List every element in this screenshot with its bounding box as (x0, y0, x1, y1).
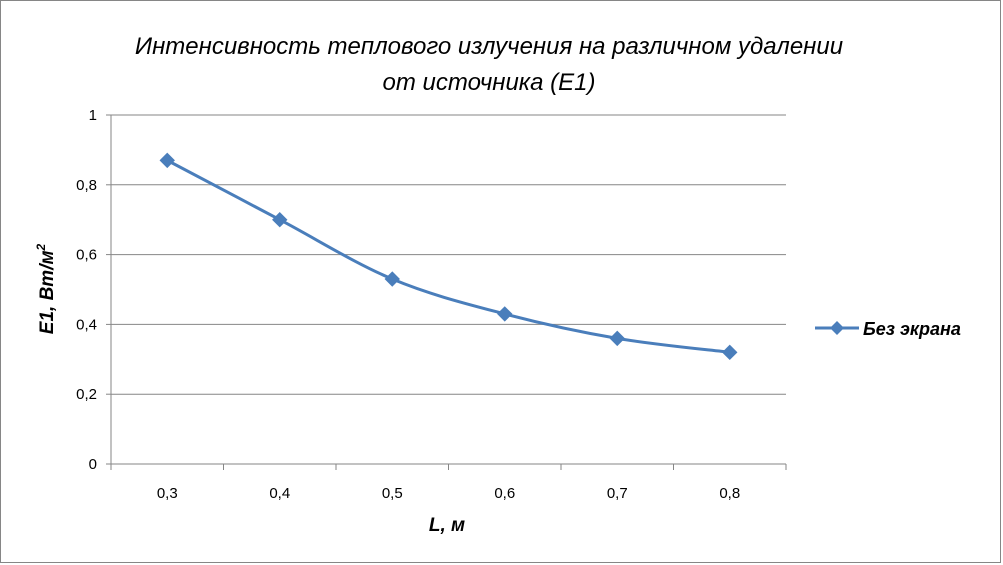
x-tick-label-3: 0,6 (494, 485, 515, 502)
legend: Без экрана (815, 319, 961, 339)
x-tick-label-1: 0,4 (269, 485, 290, 502)
x-tick-labels: 0,3 0,4 0,5 0,6 0,7 0,8 (157, 485, 740, 502)
x-tick-label-0: 0,3 (157, 485, 178, 502)
data-point-0-2 (384, 271, 400, 287)
gridlines (111, 114, 786, 395)
y-axis-title: Е1, Вт/м2 (34, 243, 58, 334)
y-tick-label-4: 0,8 (76, 177, 97, 194)
y-tick-label-2: 0,4 (76, 316, 97, 333)
legend-label: Без экрана (863, 319, 961, 339)
chart-title-line-2: от источника (Е1) (382, 69, 595, 96)
axes (106, 114, 787, 470)
series-line-0 (166, 159, 730, 354)
data-point-0-1 (272, 211, 288, 228)
legend-diamond-marker (830, 321, 844, 335)
data-point-0-3 (497, 306, 513, 322)
y-tick-labels: 0 0,2 0,4 0,6 0,8 1 (76, 107, 97, 473)
y-axis-title-superscript: 2 (34, 243, 48, 251)
y-tick-label-5: 1 (89, 107, 97, 124)
data-point-0-4 (609, 330, 625, 347)
y-tick-label-3: 0,6 (76, 247, 97, 264)
x-tick-label-2: 0,5 (382, 485, 403, 502)
x-tick-label-4: 0,7 (607, 485, 628, 502)
series-layer (159, 152, 738, 361)
y-axis-title-main: Е1, Вт/м (37, 250, 58, 334)
data-point-0-5 (722, 344, 738, 361)
y-tick-label-1: 0,2 (76, 386, 97, 403)
x-tick-label-5: 0,8 (719, 485, 740, 502)
data-point-0-0 (159, 152, 175, 169)
chart-title-line-1: Интенсивность теплового излучения на раз… (135, 33, 843, 60)
y-tick-label-0: 0 (89, 456, 97, 473)
x-axis-title: L, м (429, 515, 465, 536)
